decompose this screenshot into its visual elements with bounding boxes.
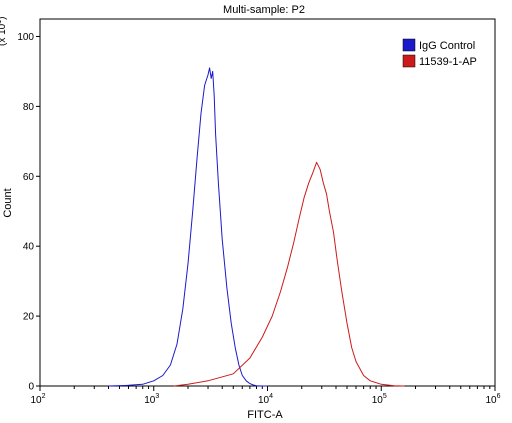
plot-frame	[39, 18, 496, 387]
x-tick-exponent: 4	[269, 393, 273, 400]
y-multiplier-exponent: 1	[0, 20, 3, 24]
x-axis-label: FITC-A	[247, 409, 283, 421]
legend-label: IgG Control	[419, 40, 475, 52]
y-multiplier-label: (x 10	[0, 23, 8, 46]
x-tick-label: 106	[485, 393, 500, 406]
y-multiplier: (x 101)	[0, 17, 8, 46]
x-tick-base: 10	[144, 395, 156, 406]
y-tick-label: 100	[17, 32, 34, 43]
x-tick-base: 10	[258, 395, 270, 406]
x-tick-base: 10	[372, 395, 384, 406]
x-tick-exponent: 5	[383, 393, 387, 400]
x-tick-base: 10	[30, 395, 42, 406]
y-tick-label: 20	[23, 312, 35, 323]
y-multiplier-close: )	[0, 17, 8, 20]
x-tick-label: 105	[372, 393, 387, 406]
histogram-series	[108, 67, 405, 387]
y-axis-label: Count	[2, 188, 14, 217]
x-tick-exponent: 6	[497, 393, 501, 400]
x-tick-base: 10	[485, 395, 497, 406]
series-line-2	[173, 161, 405, 387]
chart-title: Multi-sample: P2	[223, 4, 305, 16]
x-tick-label: 102	[30, 393, 45, 406]
legend: IgG Control 11539-1-AP	[402, 38, 477, 68]
x-tick-label: 103	[144, 393, 159, 406]
series-line-1	[108, 67, 268, 387]
y-tick-label: 80	[23, 102, 35, 113]
legend-swatch	[402, 38, 416, 52]
legend-swatch	[402, 54, 416, 68]
x-tick-exponent: 3	[155, 393, 159, 400]
y-axis-ticks: 0 20 40 60 80 100	[17, 32, 40, 393]
x-tick-exponent: 2	[42, 393, 46, 400]
x-tick-label: 104	[258, 393, 273, 406]
y-tick-label: 0	[28, 382, 34, 393]
y-tick-label: 40	[23, 242, 35, 253]
y-tick-label: 60	[23, 172, 35, 183]
x-axis-ticks: 102 103 104 105 106	[30, 386, 501, 406]
legend-label: 11539-1-AP	[419, 56, 477, 68]
